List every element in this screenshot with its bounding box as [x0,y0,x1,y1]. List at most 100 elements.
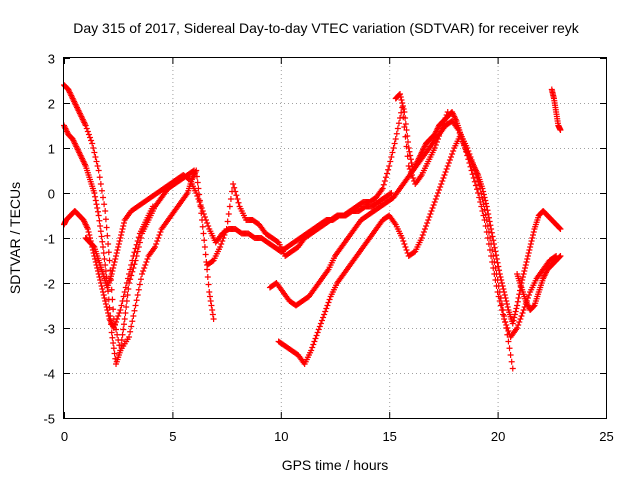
data-point [118,342,125,349]
data-point [102,298,109,304]
data-point [221,232,228,238]
data-point [120,293,127,300]
data-point [134,238,141,244]
data-point [200,211,207,217]
data-point [194,179,201,186]
data-point [98,233,105,240]
data-point [504,304,511,310]
data-point [133,241,140,248]
data-point [324,302,331,309]
data-point [480,191,487,198]
data-point [92,197,99,204]
data-point [131,261,138,268]
data-point [493,252,500,259]
data-point [526,292,533,298]
data-point [94,268,101,274]
data-point [114,331,121,338]
data-point [508,358,515,365]
data-point [402,121,409,127]
data-point [123,304,130,310]
data-point [103,304,110,310]
data-point [314,329,321,336]
data-point [498,277,505,283]
data-point [96,217,103,224]
data-point [94,265,101,271]
data-point [391,140,398,147]
data-point [386,163,393,169]
data-point [503,301,510,307]
data-point [87,134,94,141]
data-point [323,305,330,312]
data-point [498,280,505,286]
data-point [509,320,516,327]
data-point [105,288,112,295]
data-point [484,207,491,214]
data-point [108,271,115,277]
data-point [388,190,395,196]
data-point [100,194,107,201]
data-point [110,325,117,331]
data-point [93,201,100,208]
data-point [516,319,523,325]
data-point [311,338,318,345]
data-point [110,306,117,313]
data-point [96,274,103,280]
series-track-g [275,131,516,372]
data-point [475,190,482,196]
data-point [201,214,208,220]
data-point [488,226,495,232]
data-point [530,229,537,235]
data-point [500,286,507,292]
data-point [420,229,427,235]
data-point [434,190,441,196]
data-point [109,268,116,274]
data-point [514,302,521,309]
data-point [121,316,128,322]
data-point [527,241,534,247]
data-point [407,152,414,159]
data-point [110,340,117,346]
data-point [224,218,231,225]
data-point [231,184,238,191]
data-point [507,352,514,358]
chart-title: Day 315 of 2017, Sidereal Day-to-day VTE… [73,20,579,36]
data-point [471,178,478,185]
data-point [118,337,125,343]
data-point [102,208,109,214]
data-point [322,308,329,315]
data-point [430,202,437,208]
data-point [97,280,104,286]
data-point [226,203,233,210]
data-point [97,277,104,283]
data-point [557,226,564,232]
data-point [440,175,447,181]
data-point [439,178,446,184]
data-point [490,237,497,244]
data-point [500,307,507,313]
data-point [88,137,95,144]
data-point [206,293,213,300]
data-point [131,307,138,314]
data-point [225,211,232,217]
data-point [122,284,129,291]
data-point [84,226,91,232]
data-point [189,168,196,175]
data-point [501,292,508,298]
data-point [487,222,494,229]
data-point [113,319,120,325]
data-point [313,332,320,339]
data-point [395,120,402,127]
data-point [449,151,456,157]
data-point [197,202,204,208]
series-track-j [548,86,564,133]
data-point [98,283,105,289]
data-point [432,196,439,202]
data-point [230,181,237,187]
data-point [485,211,492,217]
data-point [441,172,448,178]
data-point [556,253,563,260]
data-point [496,267,503,274]
x-axis-label: GPS time / hours [282,457,389,473]
data-point [199,208,206,214]
data-point [200,230,207,237]
